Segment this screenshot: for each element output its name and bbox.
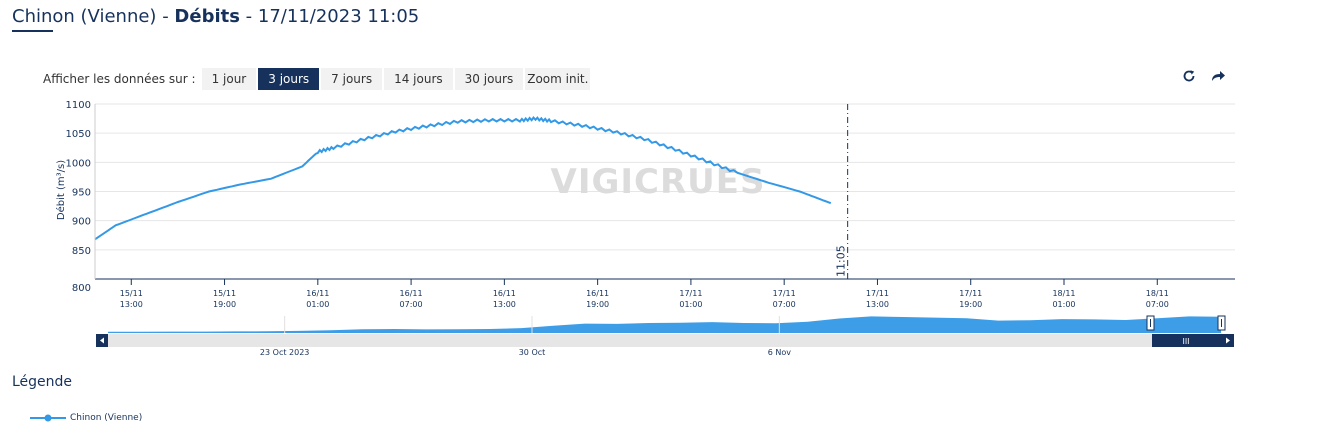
range-30-days-button[interactable]: 30 jours (454, 68, 524, 90)
x-tick-label: 16/11 (493, 289, 516, 298)
y-tick-label: 1100 (66, 100, 91, 111)
navigator: III 23 Oct 2023 30 Oct 6 Nov (96, 315, 1234, 357)
range-selector: Afficher les données sur : 1 jour 3 jour… (43, 68, 592, 90)
x-tick-label: 13:00 (493, 300, 516, 309)
x-tick-label: 19:00 (586, 300, 609, 309)
range-3-days-button[interactable]: 3 jours (258, 68, 320, 90)
x-tick-label: 17/11 (679, 289, 702, 298)
navigator-handle-right[interactable] (1217, 315, 1226, 331)
x-tick-label: 18/11 (1146, 289, 1169, 298)
x-tick-label: 01:00 (1052, 300, 1075, 309)
x-tick-label: 07:00 (773, 300, 796, 309)
navigator-scroll-right-button[interactable] (1221, 334, 1234, 347)
x-tick-label: 15/11 (120, 289, 143, 298)
title-separator-2: - (239, 6, 258, 27)
x-tick-label: 16/11 (400, 289, 423, 298)
range-1-day-button[interactable]: 1 jour (201, 68, 257, 90)
grid-lines (95, 103, 1235, 251)
x-tick-label: 17/11 (773, 289, 796, 298)
navigator-handle-left[interactable] (1146, 315, 1155, 331)
navigator-scroll-left-button[interactable] (96, 334, 108, 347)
range-7-days-button[interactable]: 7 jours (321, 68, 383, 90)
measure-name: Débits (174, 6, 240, 27)
station-name: Chinon (Vienne) (12, 6, 157, 27)
x-tick-label: 13:00 (866, 300, 889, 309)
navigator-date-label: 6 Nov (768, 348, 792, 357)
x-tick-labels: 15/11 13:00 15/11 19:00 16/11 01:00 16/11 07:00… (120, 279, 1169, 309)
series-line-chinon (94, 116, 832, 241)
x-tick-label: 16/11 (306, 289, 329, 298)
navigator-date-label: 30 Oct (519, 348, 546, 357)
y-tick-label: 850 (72, 246, 91, 257)
x-tick-label: 13:00 (120, 300, 143, 309)
x-tick-label: 15/11 (213, 289, 236, 298)
navigator-scrollbar-thumb[interactable] (1152, 334, 1221, 347)
range-14-days-button[interactable]: 14 jours (384, 68, 453, 90)
watermark: VIGICRUES (551, 162, 766, 202)
chevron-left-icon (100, 337, 104, 344)
x-tick-label: 19:00 (959, 300, 982, 309)
title-separator: - (156, 6, 175, 27)
y-axis-label: Débit (m³/s) (55, 160, 67, 220)
legend-series-symbol (30, 414, 66, 422)
legend-title: Légende (12, 374, 73, 390)
x-tick-label: 16/11 (586, 289, 609, 298)
page-title: Chinon (Vienne) - Débits - 17/11/2023 11… (12, 6, 419, 27)
x-tick-label: 01:00 (306, 300, 329, 309)
navigator-scrollbar-grip: III (1182, 337, 1189, 346)
refresh-icon[interactable] (1180, 68, 1198, 84)
x-tick-label: 17/11 (959, 289, 982, 298)
legend-item-label: Chinon (Vienne) (70, 413, 143, 423)
current-time-label: 11:05 (835, 245, 848, 277)
y-tick-label: 1050 (66, 129, 91, 140)
x-tick-label: 01:00 (679, 300, 702, 309)
y-tick-labels: 800 850 900 950 1000 1050 1100 (66, 100, 91, 294)
chevron-right-icon (1226, 337, 1230, 344)
title-datetime: 17/11/2023 11:05 (257, 6, 420, 27)
zoom-reset-button[interactable]: Zoom init. (525, 68, 591, 90)
title-underline (12, 30, 53, 32)
navigator-area (108, 316, 1221, 333)
x-tick-label: 17/11 (866, 289, 889, 298)
x-tick-label: 18/11 (1052, 289, 1075, 298)
navigator-date-labels: 23 Oct 2023 30 Oct 6 Nov (260, 316, 791, 357)
x-tick-label: 07:00 (1146, 300, 1169, 309)
navigator-scrollbar-track[interactable] (108, 334, 1152, 347)
navigator-date-label: 23 Oct 2023 (260, 348, 309, 357)
x-tick-label: 07:00 (400, 300, 423, 309)
y-tick-label: 950 (72, 188, 91, 199)
y-tick-label: 900 (72, 217, 91, 228)
y-tick-label: 800 (72, 283, 91, 294)
legend-item-chinon[interactable]: Chinon (Vienne) (30, 412, 142, 424)
x-tick-label: 19:00 (213, 300, 236, 309)
y-tick-label: 1000 (66, 158, 91, 169)
share-icon[interactable] (1209, 68, 1227, 84)
range-label: Afficher les données sur : (43, 72, 196, 86)
